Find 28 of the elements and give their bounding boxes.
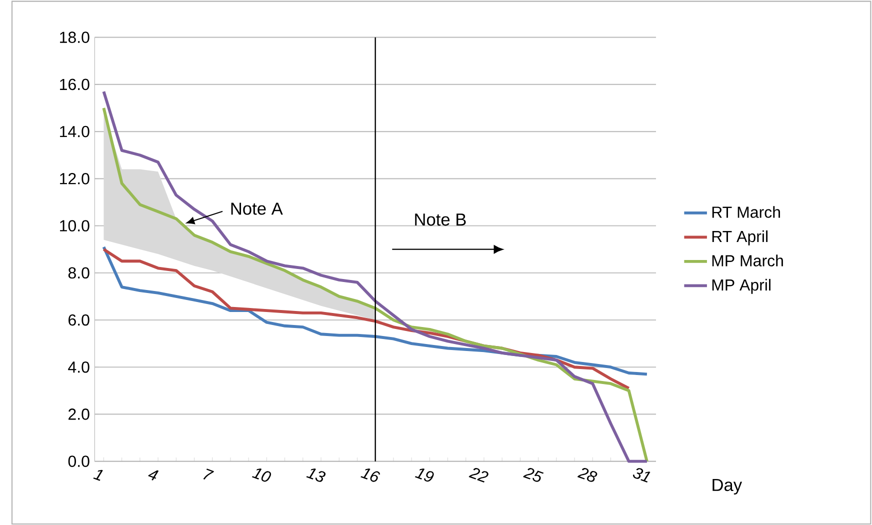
x-tick-label: 16: [360, 468, 380, 482]
y-tick-label: 8.0: [68, 267, 90, 278]
x-tick-label: 10: [252, 468, 272, 482]
y-tick-label: 6.0: [68, 314, 90, 326]
legend-label: MP April: [712, 278, 770, 294]
y-tick-label: 14.0: [60, 126, 90, 138]
y-tick-label: 16.0: [60, 78, 90, 90]
y-tick-label: 18.0: [60, 32, 90, 43]
y-tick-label: 4.0: [68, 361, 90, 373]
x-tick-label: 22: [468, 468, 488, 482]
legend-label: RT April: [712, 230, 768, 246]
legend-label: RT March: [712, 206, 780, 218]
annotation: Note B: [415, 213, 466, 226]
x-tick-label: 7: [203, 468, 214, 480]
x-tick-label: 28: [577, 468, 598, 482]
x-tick-label: 1: [93, 470, 103, 481]
x-tick-label: 19: [414, 468, 434, 482]
x-tick-label: 13: [306, 468, 326, 482]
x-tick-label: 31: [633, 468, 650, 482]
annotation: Note A: [231, 202, 283, 215]
legend-label: MP March: [712, 254, 783, 266]
x-tick-label: 25: [523, 468, 544, 482]
x-tick-label: 4: [148, 470, 159, 480]
y-tick-label: 2.0: [68, 408, 90, 420]
x-axis-title: Day: [712, 478, 742, 494]
y-tick-label: 10.0: [60, 220, 90, 232]
y-tick-label: 0.0: [68, 456, 90, 467]
y-tick-label: 12.0: [60, 172, 90, 184]
